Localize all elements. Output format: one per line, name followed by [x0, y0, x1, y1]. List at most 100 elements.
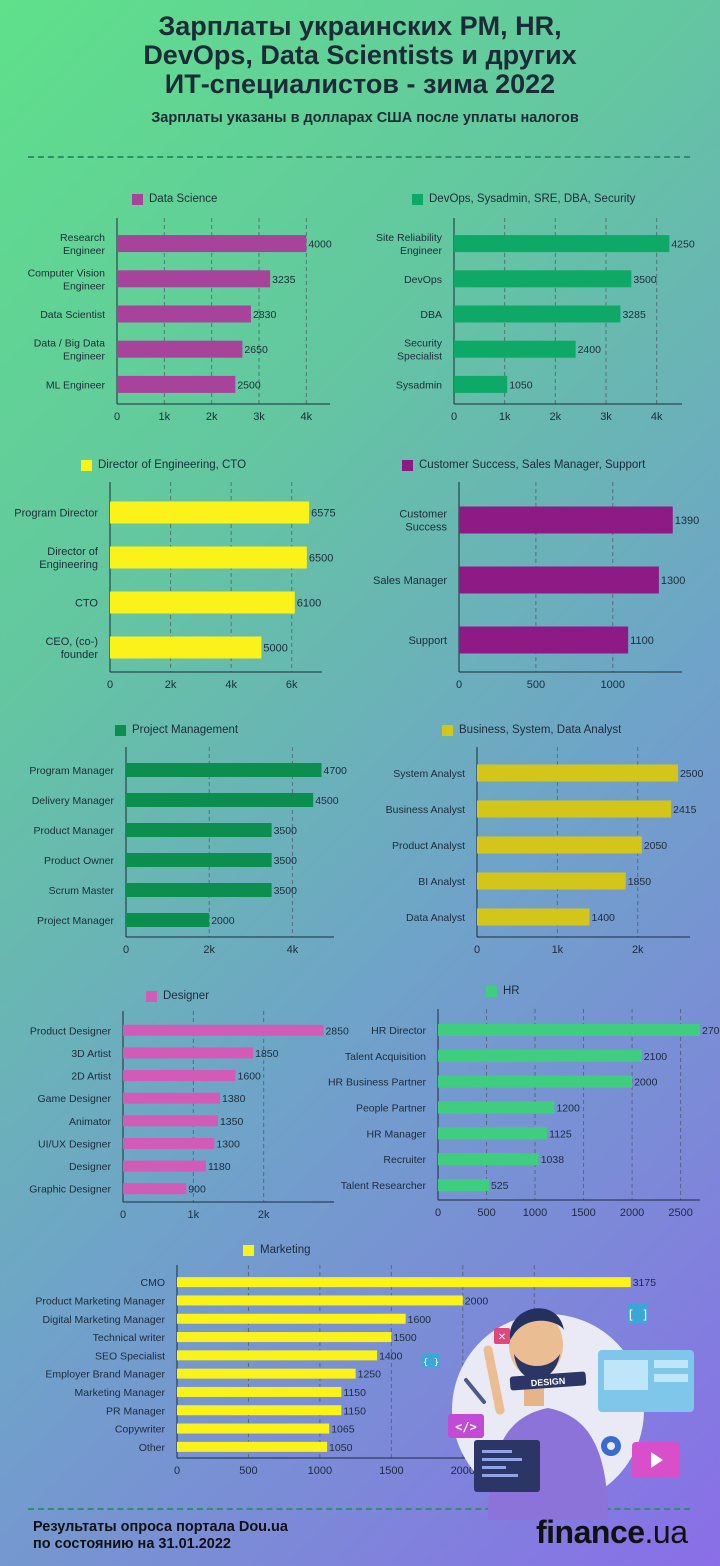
bar [459, 506, 673, 534]
bar [126, 823, 272, 837]
legend-swatch [442, 724, 453, 736]
value-label: 6575 [311, 508, 335, 520]
value-label: 6100 [297, 598, 321, 610]
category-label: HR Business Partner [328, 1077, 427, 1089]
category-label: ML Engineer [46, 379, 106, 391]
category-label: Security [404, 338, 443, 350]
window-pane [654, 1374, 688, 1382]
legend-swatch [402, 459, 413, 471]
tick-label: 0 [435, 1207, 441, 1219]
chart-legend: Marketing [243, 1244, 311, 1256]
brackets-small-icon [422, 1354, 440, 1368]
category-label: CEO, (co-) [45, 636, 98, 648]
value-label: 2700 [702, 1025, 720, 1037]
bar [110, 546, 307, 569]
page-subtitle: Зарплаты указаны в долларах США после уп… [151, 110, 579, 126]
wrench-icon [464, 1378, 486, 1404]
divider-top [28, 156, 690, 158]
category-label: Data Scientist [40, 309, 105, 321]
bar [454, 235, 670, 253]
bar [126, 913, 210, 927]
bar [110, 591, 295, 614]
bar [177, 1332, 392, 1343]
value-label: 2050 [644, 840, 668, 852]
tick-label: 2k [258, 1209, 270, 1221]
code-line [482, 1466, 506, 1469]
category-label: Site Reliability [376, 232, 443, 244]
bar [123, 1183, 187, 1195]
bar [454, 270, 632, 288]
category-label: Success [405, 522, 447, 534]
bar [123, 1092, 221, 1104]
bar [117, 340, 243, 358]
value-label: 1050 [329, 1442, 353, 1454]
bar [177, 1386, 342, 1397]
category-label: Computer Vision [28, 267, 106, 279]
category-label: SEO Specialist [95, 1350, 165, 1362]
value-label: 1250 [358, 1369, 382, 1381]
category-label: Customer [399, 509, 447, 521]
chart-legend: Customer Success, Sales Manager, Support [402, 459, 645, 471]
tick-label: 0 [474, 944, 480, 956]
legend-label: Designer [163, 990, 210, 1002]
source-line: Результаты опроса портала Dou.ua [33, 1519, 288, 1535]
category-label: Director of [47, 546, 99, 558]
value-label: 2100 [644, 1051, 668, 1063]
divider-bottom [28, 1508, 690, 1510]
legend-label: Project Management [132, 724, 239, 736]
bar [126, 853, 272, 867]
category-label: Sysadmin [396, 379, 442, 391]
category-label: Sales Manager [373, 575, 447, 587]
tick-label: 1000 [601, 679, 625, 691]
title-line: ИТ-специалистов - зима 2022 [164, 69, 556, 99]
tick-label: 1000 [523, 1207, 547, 1219]
legend-swatch [81, 459, 92, 471]
tick-label: 0 [107, 679, 113, 691]
designer-illustration: [ ] { } DESIGN ✕ </> [422, 1304, 694, 1520]
gear-hole [607, 1442, 615, 1450]
value-label: 1850 [628, 876, 652, 888]
bar [126, 793, 314, 807]
bar [126, 763, 322, 777]
bar [123, 1160, 206, 1172]
tick-label: 4k [287, 944, 299, 956]
character-arm [483, 1345, 505, 1415]
bar [438, 1075, 633, 1088]
character-head [509, 1312, 563, 1378]
brand-logo: finance.ua [536, 1514, 688, 1551]
code-line [482, 1474, 518, 1477]
tick-label: 2k [206, 411, 218, 423]
category-label: Talent Acquisition [345, 1051, 426, 1063]
bar [117, 305, 251, 323]
design-badge-text: DESIGN [531, 1376, 566, 1388]
bar [177, 1277, 631, 1288]
tick-label: 0 [120, 1209, 126, 1221]
value-label: 2415 [673, 804, 697, 816]
chart-legend: Designer [146, 990, 209, 1002]
category-label: DBA [420, 309, 442, 321]
tick-label: 0 [451, 411, 457, 423]
close-icon [494, 1328, 510, 1344]
category-label: Game Designer [37, 1093, 111, 1105]
tick-label: 1k [499, 411, 511, 423]
category-label: Data Analyst [406, 912, 465, 924]
tick-label: 2k [203, 944, 215, 956]
page-title: Зарплаты украинских PM, HR, DevOps, Data… [0, 12, 720, 99]
category-label: Product Manager [33, 825, 114, 837]
close-icon-text: ✕ [498, 1332, 506, 1343]
chart-legend: DevOps, Sysadmin, SRE, DBA, Security [412, 193, 635, 205]
category-label: Delivery Manager [32, 795, 115, 807]
design-badge [509, 1371, 587, 1391]
category-label: DevOps [404, 274, 442, 286]
category-label: Other [139, 1442, 166, 1454]
category-label: Engineer [63, 280, 106, 292]
value-label: 3500 [274, 825, 298, 837]
category-label: Data / Big Data [34, 338, 105, 350]
bar [438, 1049, 642, 1062]
chart-legend: Director of Engineering, CTO [81, 459, 246, 471]
bar [454, 305, 621, 323]
brackets-small-text: { } [423, 1358, 439, 1368]
value-label: 1300 [661, 575, 685, 587]
tick-label: 3k [600, 411, 612, 423]
brand-main: finance [536, 1514, 645, 1550]
